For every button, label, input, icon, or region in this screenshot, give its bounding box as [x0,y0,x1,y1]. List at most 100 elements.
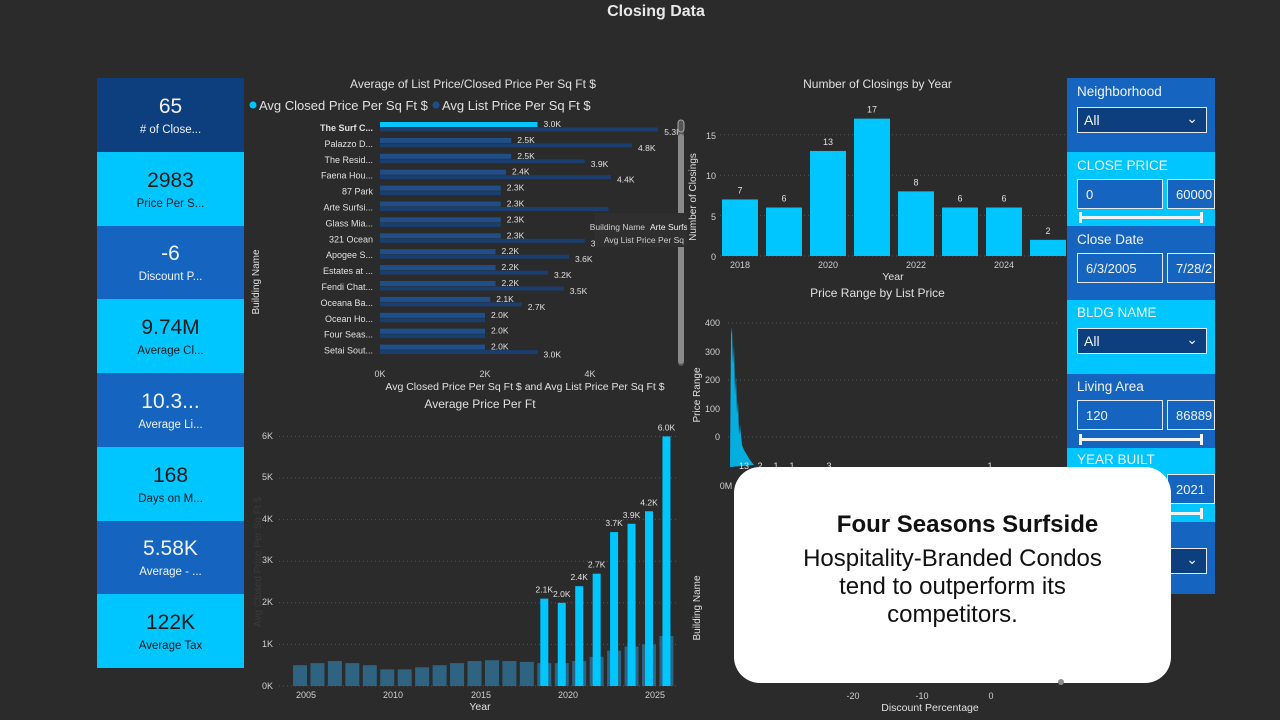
psf-category-label: Apogee S... [326,250,373,260]
close-date-start-input[interactable]: 6/3/2005 [1077,253,1163,283]
psf-category-label: Glass Mia... [325,218,373,228]
psf-closed-value-label: 2.5K [517,151,535,161]
avgppf-x-tick: 2005 [296,690,316,700]
psf-closed-bar [380,312,485,318]
closings-y-tick: 5 [711,212,716,222]
psf-list-bar [380,350,538,355]
psf-closed-value-label: 2.0K [491,310,509,320]
closings-x-tick: 2024 [994,260,1014,270]
kpi-card-avg-tax[interactable]: 122K Average Tax [97,594,244,668]
kpi-value: 5.58K [143,537,198,561]
avgppf-background-bar [432,665,447,686]
slicer-label: Close Date [1077,232,1144,247]
psf-chart-title: Average of List Price/Closed Price Per S… [350,77,596,91]
kpi-value: 9.74M [141,316,200,340]
psf-list-bar [380,270,548,275]
living-area-slider[interactable] [1079,434,1203,445]
kpi-card-closings[interactable]: 65 # of Close... [97,78,244,152]
closings-bar [942,207,978,256]
close-price-max-input[interactable]: 60000 [1167,179,1215,209]
discount-chart[interactable]: Building Name -20 -10 0 Discount Percent… [690,560,1065,718]
psf-closed-bar [380,328,485,334]
resize-handle[interactable] [1058,679,1064,685]
avgppf-value-label: 3.7K [605,518,623,528]
avgppf-bar [592,573,601,686]
range-chart[interactable]: Price Range 400 300 200 100 0 0M 13 2 1 … [690,305,1065,490]
legend-list-label[interactable]: Avg List Price Per Sq Ft $ [442,98,591,113]
psf-list-bar [380,238,585,243]
kpi-card-discount[interactable]: -6 Discount P... [97,225,244,300]
closings-x-tick: 2018 [730,260,750,270]
page-title: Closing Data [607,3,705,20]
avgppf-value-label: 6.0K [658,422,676,432]
legend-closed-label[interactable]: Avg Closed Price Per Sq Ft $ [259,98,429,113]
slicer-close-date: Close Date 6/3/2005 7/28/2 [1067,226,1215,300]
psf-closed-bar [380,185,501,191]
psf-closed-bar [380,217,501,223]
range-y-tick: 200 [705,375,720,385]
close-price-slider[interactable] [1079,212,1203,223]
psf-closed-value-label: 2.2K [502,246,520,256]
bldg-name-dropdown[interactable]: All ⌄ [1077,328,1207,354]
psf-list-value-label: 2.7K [528,302,546,312]
slider-handle[interactable] [1079,212,1082,223]
close-date-end-input[interactable]: 7/28/2 [1167,253,1215,283]
living-area-min-input[interactable]: 120 [1077,400,1163,430]
avgppf-bar [540,598,549,686]
avgppf-background-bar [345,663,360,686]
slicer-label: Living Area [1077,379,1144,394]
avgppf-y-tick: 3K [262,555,273,565]
psf-category-label: Ocean Ho... [325,314,373,324]
kpi-card-price-per-sqft[interactable]: 2983 Price Per S... [97,151,244,226]
kpi-card-average[interactable]: 5.58K Average - ... [97,520,244,595]
kpi-card-avg-close[interactable]: 9.74M Average Cl... [97,299,244,373]
kpi-value: 122K [145,611,196,635]
psf-closed-bar [380,233,501,239]
chevron-down-icon: ⌄ [1186,551,1198,567]
closings-value-label: 17 [867,105,877,115]
range-spike [730,327,754,467]
psf-closed-value-label: 3.0K [544,119,562,129]
psf-list-value-label: 3.0K [544,350,562,360]
psf-closed-value-label: 2.3K [507,183,525,193]
avgppf-chart[interactable]: Avg Closed Price Per Sq Ft $ 0K 1K 2K 3K… [247,412,687,718]
slider-handle[interactable] [1079,434,1082,445]
living-area-max-input[interactable]: 86889 [1167,400,1215,430]
kpi-label: Price Per S... [136,197,205,210]
closings-y-axis-label: Number of Closings [688,153,699,241]
tooltip-value: Arte Surfside [650,222,687,232]
kpi-card-avg-list[interactable]: 10.3... Average Li... [97,373,244,447]
psf-category-label: The Surf C... [320,123,373,133]
psf-closed-value-label: 2.0K [491,326,509,336]
psf-scrollbar-thumb[interactable] [678,134,684,364]
range-y-tick: 0 [715,432,720,442]
neighborhood-dropdown[interactable]: All ⌄ [1077,107,1207,133]
close-price-min-input[interactable]: 0 [1077,179,1163,209]
psf-x-tick: 4K [584,369,595,379]
avgppf-background-bar [415,667,430,686]
slider-handle[interactable] [1200,508,1203,519]
psf-list-bar [380,143,632,148]
kpi-card-days-on-market[interactable]: 168 Days on M... [97,446,244,521]
range-point-label: 1 [789,461,794,471]
closings-bar [854,118,890,256]
slicer-label: YEAR BUILT [1077,452,1155,467]
annotation-body-line: Hospitality-Branded Condos [803,545,1102,572]
kpi-value: 168 [152,463,189,487]
avgppf-y-tick: 0K [262,681,273,691]
psf-scrollbar-top[interactable] [677,119,685,133]
annotation-body-line: tend to outperform its [839,573,1066,600]
psf-list-value-label: 4.4K [617,175,635,185]
closings-x-axis-label: Year [882,271,904,283]
slider-handle[interactable] [1200,212,1203,223]
year-built-max-input[interactable]: 2021 [1167,474,1215,504]
psf-list-value-label: 5.3K [664,127,682,137]
slider-handle[interactable] [1200,434,1203,445]
discount-x-tick: 0 [988,691,993,701]
psf-category-label: Four Seas... [324,330,373,340]
avgppf-background-bar [484,660,499,686]
psf-chart[interactable]: Avg Closed Price Per Sq Ft $ Avg List Pr… [247,94,687,394]
psf-closed-bar [380,201,501,207]
psf-list-bar [380,222,501,227]
